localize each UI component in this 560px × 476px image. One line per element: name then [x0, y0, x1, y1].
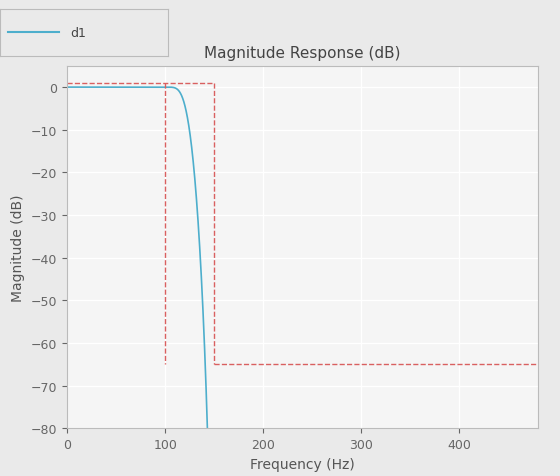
Line: d1: d1: [67, 88, 538, 476]
d1: [87, 85, 94, 91]
X-axis label: Frequency (Hz): Frequency (Hz): [250, 456, 355, 471]
d1: [157, 85, 164, 91]
Text: d1: d1: [71, 27, 86, 40]
Y-axis label: Magnitude (dB): Magnitude (dB): [11, 194, 25, 301]
Title: Magnitude Response (dB): Magnitude Response (dB): [204, 46, 400, 61]
d1: [64, 85, 71, 91]
